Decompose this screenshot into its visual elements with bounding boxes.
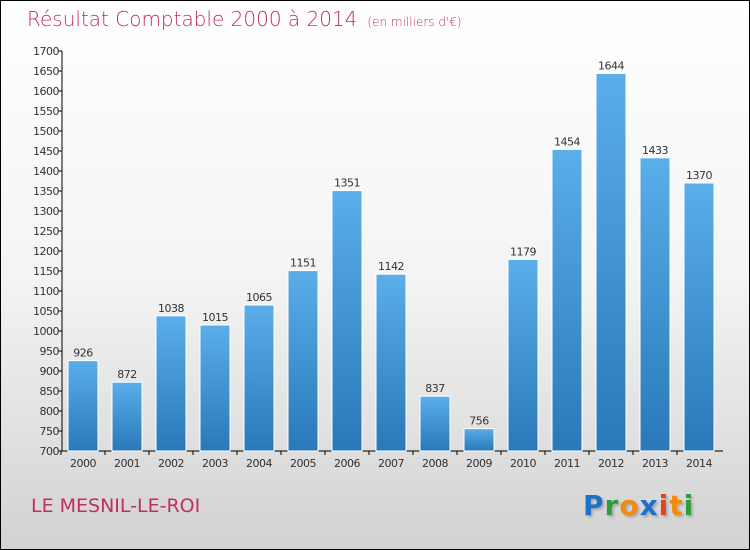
data-label: 926 — [73, 347, 93, 360]
y-tick-label: 1100 — [33, 285, 59, 298]
y-tick-label: 1300 — [33, 205, 59, 218]
logo-letter: i — [658, 489, 670, 522]
y-tick-label: 1500 — [33, 125, 59, 138]
y-tick-label: 800 — [40, 405, 60, 418]
location-label: LE MESNIL-LE-ROI — [31, 495, 201, 517]
bar — [155, 315, 187, 452]
title-text: Résultat Comptable 2000 à 2014 — [27, 7, 358, 31]
bar — [287, 270, 319, 452]
proxiti-logo: Proxiti — [583, 489, 694, 522]
y-tick-label: 1400 — [33, 165, 59, 178]
data-label: 1454 — [554, 135, 580, 148]
x-tick-label: 2011 — [554, 457, 580, 470]
logo-letter: P — [583, 489, 605, 522]
data-label: 756 — [469, 415, 489, 428]
x-tick-label: 2003 — [202, 457, 228, 470]
bar — [199, 324, 231, 452]
bar — [639, 157, 671, 452]
x-tick-label: 2006 — [334, 457, 360, 470]
bar — [375, 273, 407, 452]
y-tick-label: 900 — [40, 365, 60, 378]
bar — [463, 428, 495, 452]
x-tick-label: 2012 — [598, 457, 624, 470]
y-tick-label: 1250 — [33, 225, 59, 238]
x-tick-label: 2010 — [510, 457, 536, 470]
bar — [551, 148, 583, 452]
data-label: 1433 — [642, 144, 668, 157]
x-tick-label: 2004 — [246, 457, 272, 470]
x-tick-label: 2008 — [422, 457, 448, 470]
y-tick-label: 1350 — [33, 185, 59, 198]
x-tick-label: 2002 — [158, 457, 184, 470]
y-tick-label: 1200 — [33, 245, 59, 258]
y-tick-label: 1450 — [33, 145, 59, 158]
y-tick-label: 1050 — [33, 305, 59, 318]
data-label: 1038 — [158, 302, 184, 315]
y-tick-label: 1000 — [33, 325, 59, 338]
x-tick-label: 2009 — [466, 457, 492, 470]
data-label: 1065 — [246, 291, 272, 304]
y-tick-label: 950 — [40, 345, 60, 358]
chart-title: Résultat Comptable 2000 à 2014 (en millie… — [27, 7, 462, 31]
x-tick-label: 2014 — [686, 457, 712, 470]
bar — [683, 182, 715, 452]
y-tick-label: 1650 — [33, 65, 59, 78]
data-label: 1644 — [598, 59, 624, 72]
logo-letter: i — [683, 489, 695, 522]
y-tick-label: 750 — [40, 425, 60, 438]
x-tick-label: 2000 — [70, 457, 96, 470]
y-tick-label: 1700 — [33, 45, 59, 58]
bar — [419, 395, 451, 452]
x-tick-label: 2001 — [114, 457, 140, 470]
y-tick-label: 700 — [40, 445, 60, 458]
y-tick-label: 850 — [40, 385, 60, 398]
subtitle-text: (en milliers d'€) — [367, 15, 462, 29]
data-label: 1370 — [686, 169, 712, 182]
data-label: 837 — [425, 382, 445, 395]
x-tick-label: 2005 — [290, 457, 316, 470]
logo-letter: o — [619, 489, 640, 522]
logo-letter: x — [639, 489, 659, 522]
data-label: 1151 — [290, 257, 316, 270]
data-label: 872 — [117, 368, 137, 381]
data-label: 1015 — [202, 311, 228, 324]
bar — [595, 72, 627, 452]
data-label: 1142 — [378, 260, 404, 273]
data-label: 1179 — [510, 245, 536, 258]
data-label: 1351 — [334, 177, 360, 190]
logo-letter: r — [604, 489, 620, 522]
bar — [331, 190, 363, 452]
y-tick-label: 1150 — [33, 265, 59, 278]
y-tick-label: 1550 — [33, 105, 59, 118]
logo-letter: t — [669, 489, 684, 522]
bar — [111, 381, 143, 452]
y-tick-label: 1600 — [33, 85, 59, 98]
bar — [67, 360, 99, 452]
bar — [507, 258, 539, 452]
x-tick-label: 2013 — [642, 457, 668, 470]
x-tick-label: 2007 — [378, 457, 404, 470]
bar — [243, 304, 275, 452]
